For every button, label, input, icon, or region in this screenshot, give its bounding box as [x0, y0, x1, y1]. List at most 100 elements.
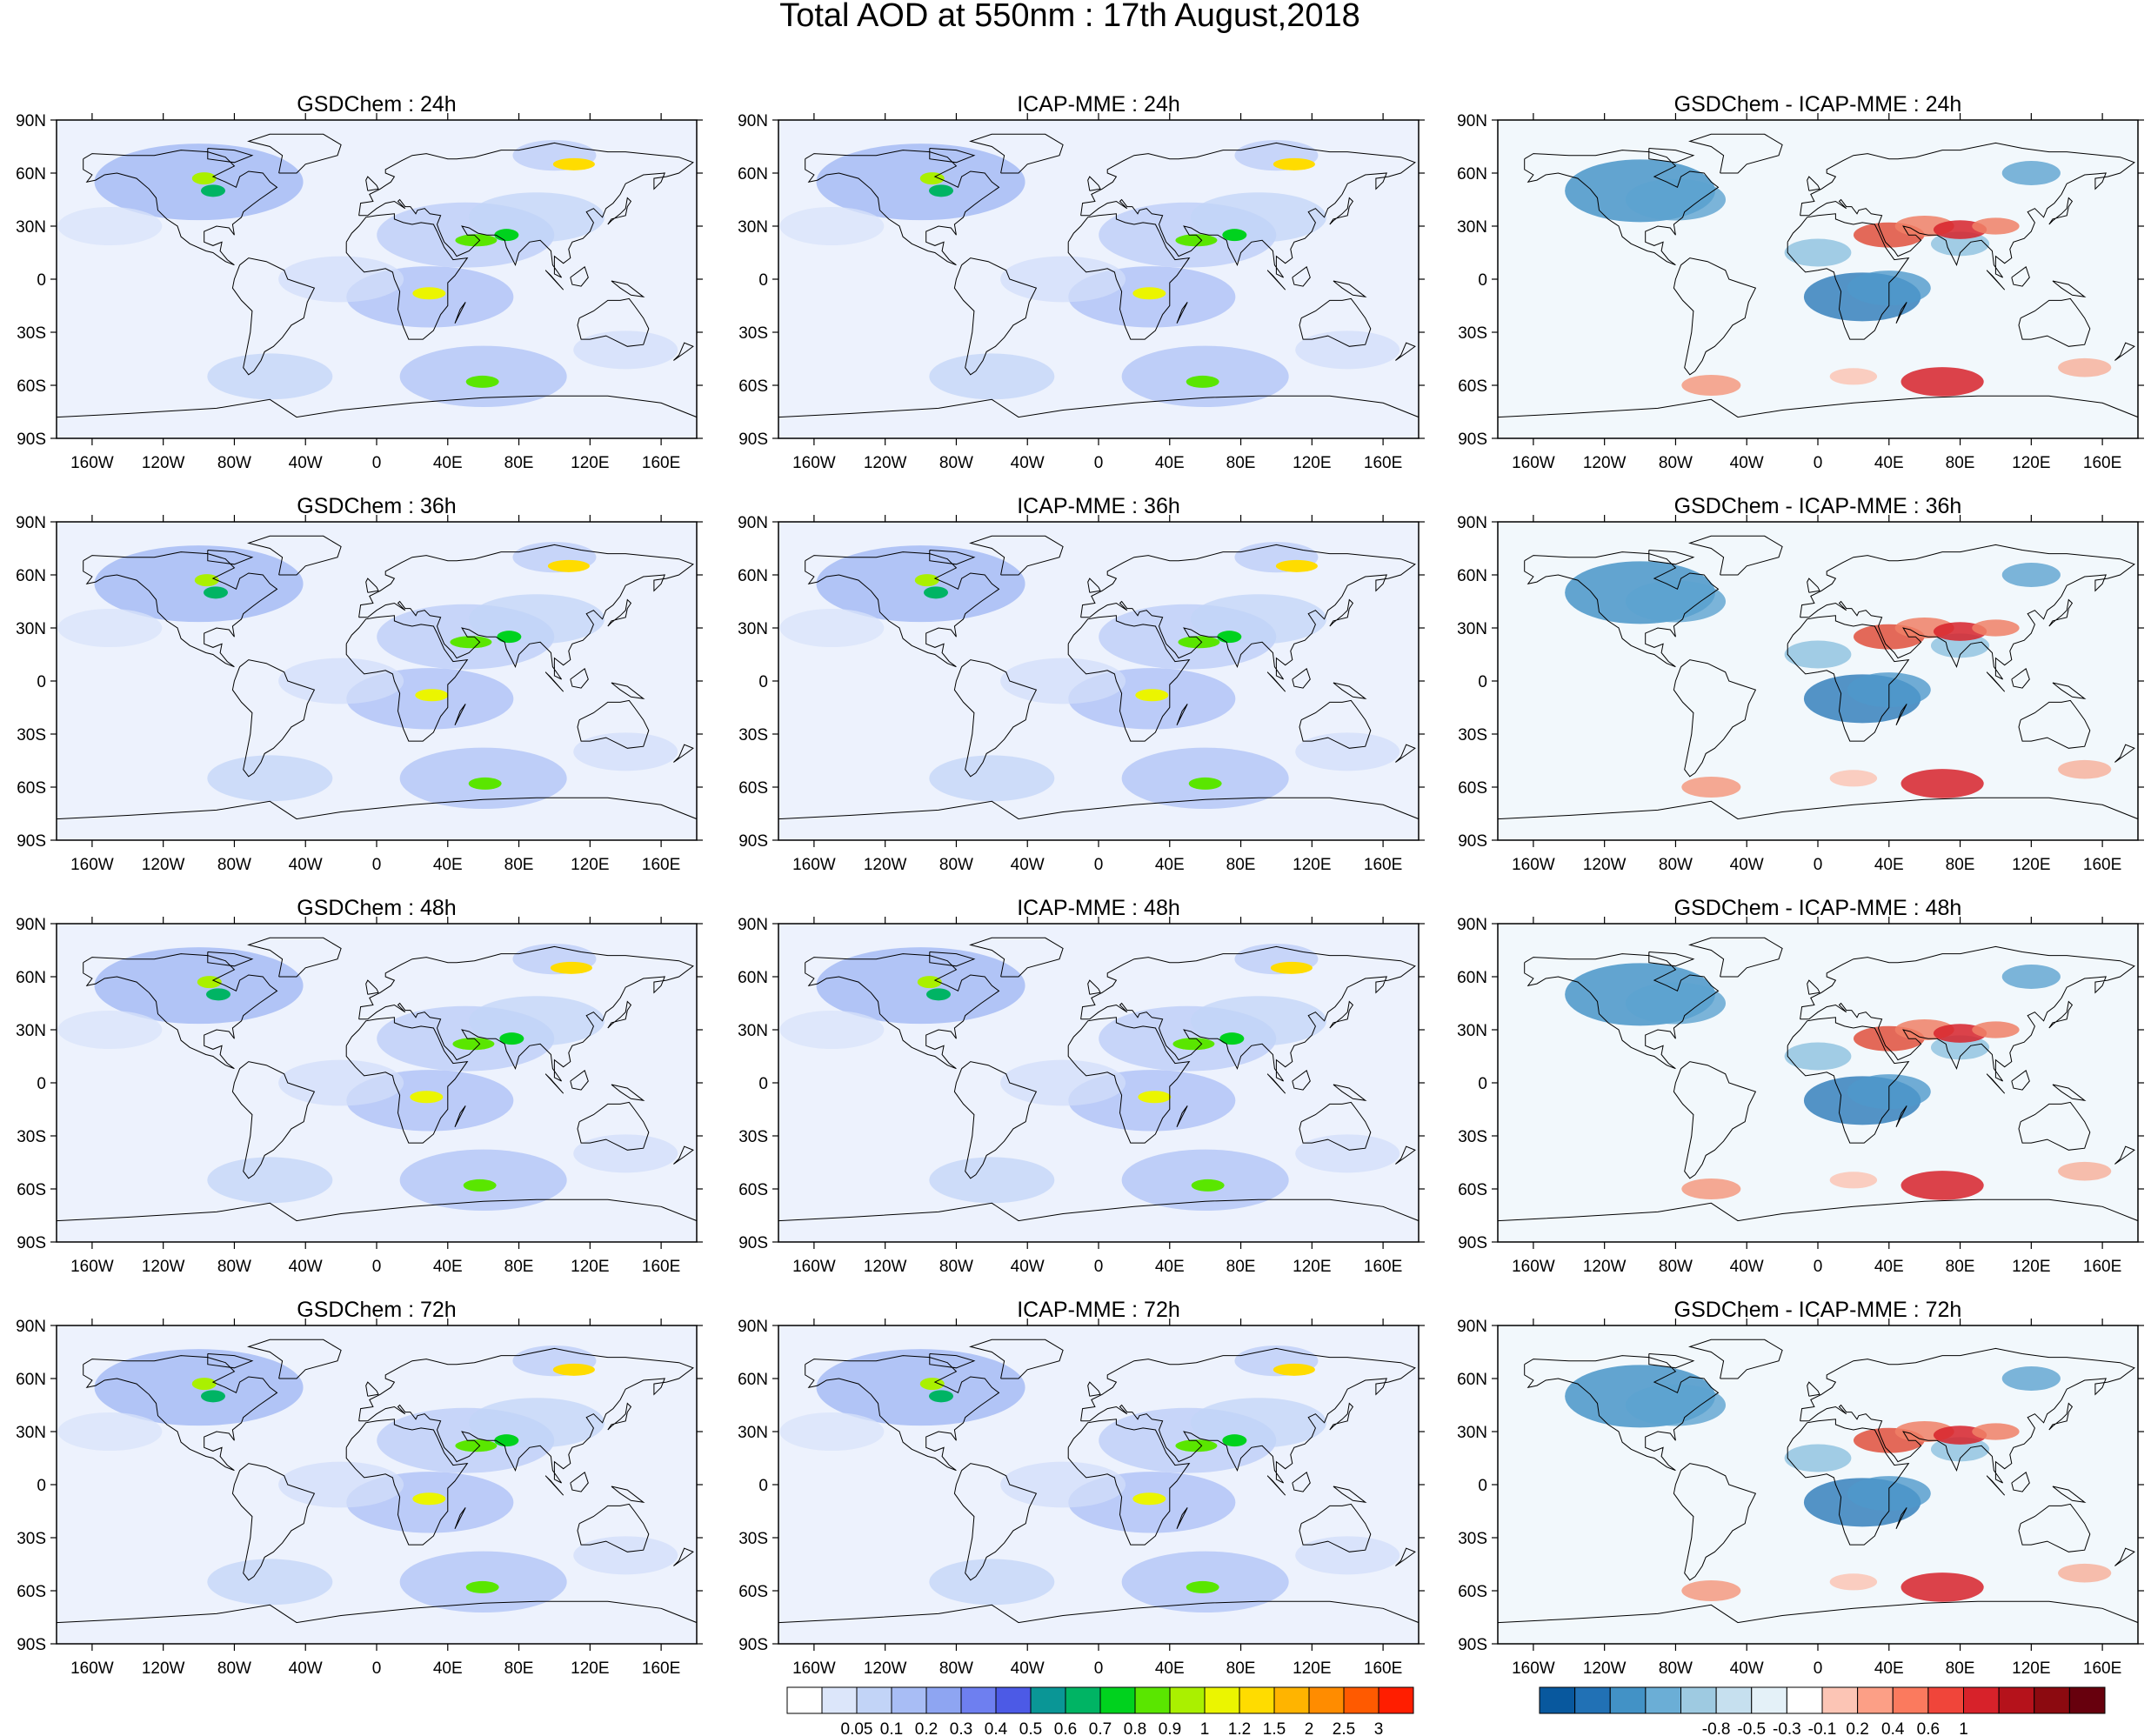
coastline: [365, 979, 379, 995]
coastline: [607, 197, 632, 225]
coastline: [1986, 671, 2006, 692]
coastline: [83, 1355, 278, 1472]
aerosol-plume: [278, 1059, 404, 1106]
high-aod-hotspot: [550, 961, 592, 974]
coastline: [1895, 1507, 1907, 1530]
aerosol-plume: [779, 1011, 885, 1049]
coastline: [1067, 615, 1191, 742]
lat-label: 60S: [738, 779, 768, 798]
coastline: [2018, 1503, 2091, 1552]
coastline: [2011, 667, 2030, 689]
coastline: [1800, 1347, 2135, 1484]
coastline: [544, 671, 564, 692]
coastline: [1524, 150, 1720, 266]
lon-label: 80E: [504, 856, 534, 874]
panel-title: GSDChem - ICAP-MME : 36h: [1674, 494, 1962, 518]
lat-label: 90S: [738, 832, 768, 851]
coastline: [1524, 953, 1720, 1070]
coastline: [345, 213, 469, 340]
aerosol-plume: [57, 207, 163, 245]
coastline: [1688, 937, 1783, 978]
lon-label: 120E: [2012, 1258, 2050, 1276]
coastline: [1895, 1105, 1907, 1128]
map-panel: ICAP-MME : 48h 90N 60N 30N 0 30S 60S 90S 160W 120…: [738, 896, 1425, 1276]
aerosol-plume: [94, 947, 304, 1025]
map-panel: ICAP-MME : 36h 90N 60N 30N 0 30S 60S 90S 160W 120…: [738, 494, 1425, 874]
aerosol-plume: [816, 144, 1025, 221]
coastline: [2114, 1547, 2135, 1566]
lon-label: 120E: [571, 454, 609, 472]
positive-difference: [1681, 1580, 1741, 1601]
lon-label: 120W: [142, 1258, 185, 1276]
high-aod-hotspot: [1186, 375, 1219, 388]
coastline: [207, 1353, 254, 1369]
coastline: [805, 551, 1000, 668]
lon-label: 80W: [1659, 1659, 1693, 1678]
figure-title: Total AOD at 550nm : 17th August,2018: [779, 0, 1360, 34]
coastline: [1895, 704, 1907, 726]
lon-label: 160W: [792, 1258, 836, 1276]
coastline: [1688, 1339, 1783, 1379]
coastline: [929, 550, 976, 565]
aerosol-plume: [573, 1134, 678, 1173]
lon-label: 80E: [504, 1659, 534, 1678]
lat-label: 60S: [738, 1181, 768, 1199]
colorbar-swatch: [856, 1686, 892, 1714]
lon-label: 80W: [939, 454, 973, 472]
coastline: [2052, 1486, 2087, 1504]
colorbar-swatch: [2068, 1686, 2106, 1714]
aerosol-plume: [929, 755, 1055, 802]
difference-colorbar: -0.8 -0.5 -0.3 -0.1 0.2 0.4 0.6 1: [1539, 1686, 2106, 1736]
positive-difference: [1900, 367, 1984, 397]
field-layer: [778, 120, 1419, 438]
lat-label: 90S: [738, 1636, 768, 1654]
lon-label: 80W: [939, 856, 973, 874]
lon-label: 0: [1814, 454, 1823, 472]
coastline: [2048, 197, 2074, 225]
lon-label: 160W: [1512, 1659, 1555, 1678]
lon-label: 120W: [864, 856, 907, 874]
coastline: [1087, 176, 1101, 191]
lon-label: 80W: [939, 1659, 973, 1678]
negative-difference: [1625, 178, 1727, 221]
lon-label: 0: [1814, 1659, 1823, 1678]
coastline: [57, 1199, 697, 1222]
lon-label: 80W: [939, 1258, 973, 1276]
aerosol-plume: [1295, 331, 1400, 370]
lon-label: 80E: [1226, 856, 1256, 874]
lon-label: 40W: [1011, 454, 1045, 472]
lat-label: 90N: [16, 1318, 46, 1336]
lon-label: 40W: [289, 1659, 323, 1678]
colorbar-swatch: [1239, 1686, 1275, 1714]
lat-label: 60N: [738, 165, 768, 184]
lat-label: 60S: [738, 377, 768, 396]
colorbar-swatch: [1273, 1686, 1310, 1714]
aerosol-plume: [779, 1412, 885, 1451]
lat-label: 90N: [738, 112, 768, 130]
lat-label: 90S: [17, 832, 46, 851]
high-aod-hotspot: [552, 1363, 595, 1376]
lat-label: 90S: [17, 431, 46, 449]
lat-label: 30N: [738, 218, 768, 237]
coastline: [611, 1084, 645, 1102]
positive-difference: [1900, 769, 1984, 798]
high-aod-hotspot: [499, 1032, 524, 1045]
positive-difference: [2058, 759, 2112, 779]
lon-label: 160W: [1512, 1258, 1555, 1276]
lon-label: 120W: [142, 856, 185, 874]
colorbar-label: 2.5: [1333, 1720, 1355, 1736]
coastline: [365, 176, 379, 191]
coastline: [805, 1355, 1000, 1472]
aerosol-plume: [1295, 732, 1400, 771]
lon-label: 40W: [1730, 856, 1764, 874]
coastline: [365, 578, 379, 593]
lon-label: 120E: [2012, 1659, 2050, 1678]
coastline: [454, 704, 466, 726]
coastline: [1087, 979, 1101, 995]
coastline: [231, 1061, 316, 1179]
lat-label: 30N: [1457, 218, 1487, 237]
high-aod-hotspot: [929, 184, 953, 197]
lon-label: 0: [1094, 856, 1104, 874]
map-panel: ICAP-MME : 72h 90N 60N 30N 0 30S 60S 90S 160W 120…: [738, 1298, 1425, 1678]
coastline: [607, 1000, 632, 1029]
